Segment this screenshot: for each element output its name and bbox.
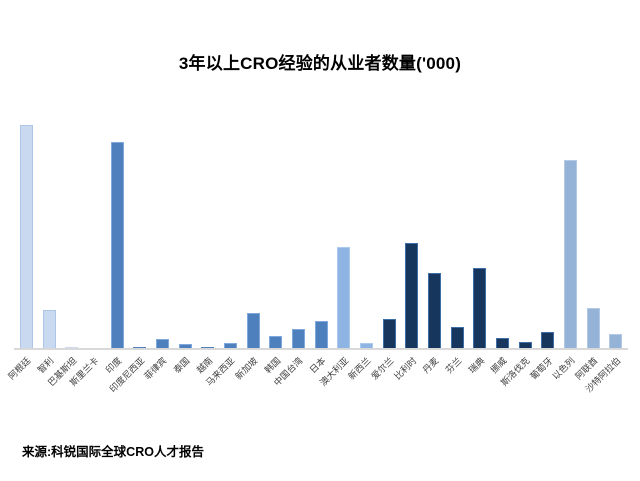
source-note: 来源:科锐国际全球CRO人才报告 [22, 445, 204, 459]
plot-area [15, 109, 627, 349]
bar-澳大利亚 [337, 247, 351, 349]
chart-title: 3年以上CRO经验的从业者数量('000) [178, 54, 462, 73]
bar-印度 [110, 142, 124, 349]
bar-瑞典 [473, 268, 487, 349]
bar-沙特阿拉伯 [609, 334, 623, 349]
bar-芬兰 [450, 327, 464, 349]
bar-比利时 [405, 243, 419, 349]
bar-以色列 [563, 160, 577, 349]
bar-阿联酋 [586, 308, 600, 349]
bar-葡萄牙 [541, 332, 555, 349]
bar-智利 [42, 310, 56, 349]
bar-中国台湾 [291, 329, 305, 349]
bar-日本 [314, 321, 328, 349]
x-axis-line [14, 348, 628, 350]
bar-新加坡 [246, 313, 260, 349]
bar-阿根廷 [19, 125, 33, 349]
bar-丹麦 [427, 273, 441, 349]
bar-爱尔兰 [382, 319, 396, 349]
